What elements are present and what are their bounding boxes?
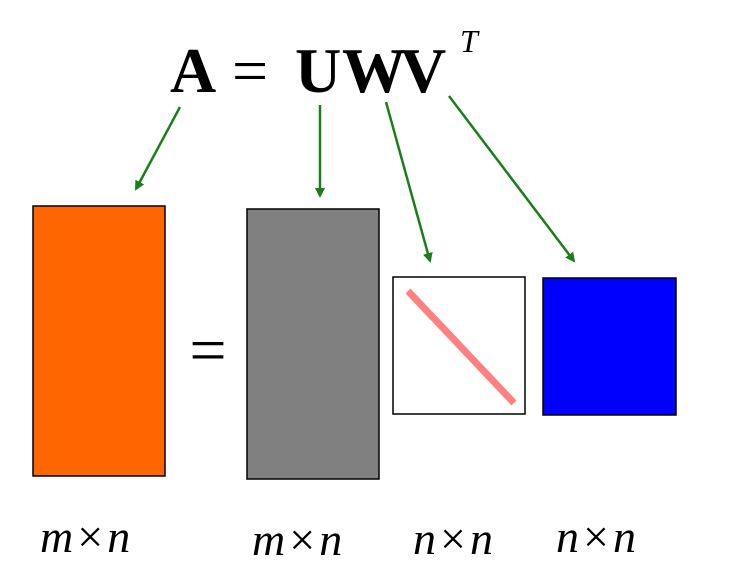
arrows (134, 95, 576, 263)
dims-u: m×n (252, 514, 342, 565)
dims-a-cols: n (107, 511, 130, 562)
dims-a: m×n (40, 511, 130, 562)
dims-v-times: × (583, 511, 609, 562)
matrix-v-block (542, 277, 677, 416)
arrow-to-a (134, 106, 182, 191)
matrix-a-block (32, 205, 166, 477)
dims-v-cols: n (613, 511, 636, 562)
factor-w: W (342, 35, 406, 106)
factor-u: U (295, 35, 341, 106)
equals-sign-group: = (189, 314, 226, 387)
dims-w-times: × (440, 513, 466, 564)
dimension-labels: m×n m×n n×n n×n (40, 511, 636, 565)
dims-a-times: × (77, 511, 103, 562)
dims-u-times: × (289, 514, 315, 565)
equation: A = U W V T (170, 23, 480, 106)
matrix-w-group (392, 276, 526, 415)
diagram-equals-sign: = (189, 314, 226, 387)
dims-v: n×n (556, 511, 636, 562)
matrix-w-diagonal (405, 288, 517, 406)
equation-equals: = (232, 35, 268, 106)
dims-w-cols: n (470, 513, 493, 564)
dims-a-rows: m (40, 511, 73, 562)
superscript-transpose: T (460, 23, 480, 59)
arrow-to-v (448, 95, 576, 263)
dims-w: n×n (413, 513, 493, 564)
factor-v: V (400, 35, 446, 106)
dims-w-rows: n (413, 513, 436, 564)
equation-lhs: A (170, 35, 216, 106)
matrix-u-block (246, 208, 380, 480)
dims-u-cols: n (319, 514, 342, 565)
dims-u-rows: m (252, 514, 285, 565)
arrow-to-w (384, 101, 433, 263)
dims-v-rows: n (556, 511, 579, 562)
